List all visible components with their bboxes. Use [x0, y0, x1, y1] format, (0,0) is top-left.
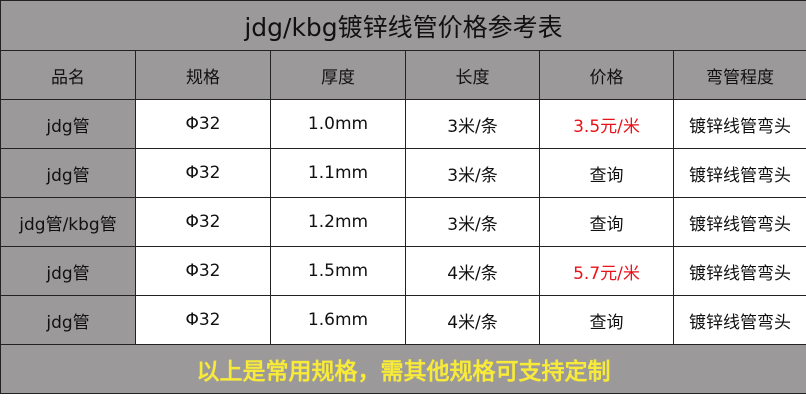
table-cell: 镀锌线管弯头 — [672, 148, 806, 198]
footer-note: 以上是常用规格，需其他规格可支持定制 — [0, 344, 806, 394]
table-cell: 镀锌线管弯头 — [672, 99, 806, 149]
table-cell: Φ32 — [135, 197, 271, 247]
table-cell: Φ32 — [135, 295, 271, 345]
table-row: jdg管 Φ32 1.0mm 3米/条 3.5元/米 镀锌线管弯头 — [0, 99, 806, 149]
table-cell: 3米/条 — [405, 99, 540, 149]
price-cell: 查询 — [539, 197, 674, 247]
price-cell: 查询 — [539, 148, 674, 198]
header-cell: 品名 — [0, 50, 136, 100]
table-row: jdg管 Φ32 1.6mm 4米/条 查询 镀锌线管弯头 — [0, 295, 806, 345]
table-cell: 镀锌线管弯头 — [672, 295, 806, 345]
table-cell: 1.2mm — [270, 197, 406, 247]
table-cell: 4米/条 — [405, 295, 540, 345]
header-row: 品名 规格 厚度 长度 价格 弯管程度 — [0, 50, 806, 100]
table-cell: jdg管 — [0, 246, 136, 296]
table-cell: 镀锌线管弯头 — [672, 197, 806, 247]
table-cell: jdg管 — [0, 148, 136, 198]
table-title: jdg/kbg镀锌线管价格参考表 — [0, 0, 806, 51]
table-cell: 3米/条 — [405, 148, 540, 198]
header-cell: 厚度 — [270, 50, 406, 100]
table-row: jdg管 Φ32 1.5mm 4米/条 5.7元/米 镀锌线管弯头 — [0, 246, 806, 296]
table-cell: 3米/条 — [405, 197, 540, 247]
table-cell: 4米/条 — [405, 246, 540, 296]
price-cell: 5.7元/米 — [539, 246, 674, 296]
table-cell: 1.1mm — [270, 148, 406, 198]
header-cell: 价格 — [539, 50, 674, 100]
table-cell: 1.6mm — [270, 295, 406, 345]
price-cell: 3.5元/米 — [539, 99, 674, 149]
table-cell: jdg管 — [0, 295, 136, 345]
table-cell: 1.5mm — [270, 246, 406, 296]
price-cell: 查询 — [539, 295, 674, 345]
table-cell: 镀锌线管弯头 — [672, 246, 806, 296]
header-cell: 规格 — [135, 50, 271, 100]
table-cell: Φ32 — [135, 99, 271, 149]
table-cell: Φ32 — [135, 148, 271, 198]
table-row: jdg管/kbg管 Φ32 1.2mm 3米/条 查询 镀锌线管弯头 — [0, 197, 806, 247]
table-cell: 1.0mm — [270, 99, 406, 149]
table-cell: Φ32 — [135, 246, 271, 296]
table-cell: jdg管 — [0, 99, 136, 149]
header-cell: 长度 — [405, 50, 540, 100]
table-row: jdg管 Φ32 1.1mm 3米/条 查询 镀锌线管弯头 — [0, 148, 806, 198]
header-cell: 弯管程度 — [672, 50, 806, 100]
table-cell: jdg管/kbg管 — [0, 197, 136, 247]
